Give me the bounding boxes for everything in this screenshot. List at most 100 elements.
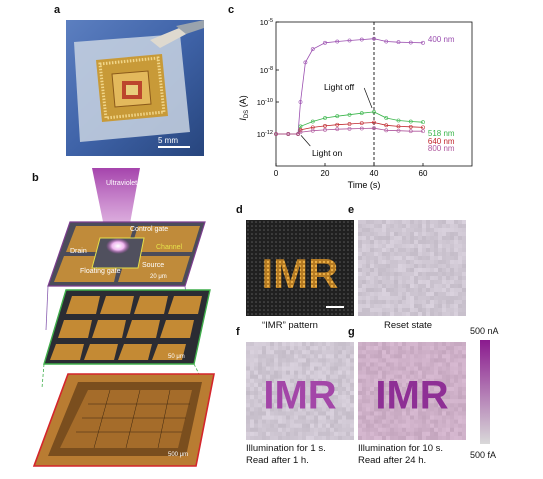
panel-label-a: a [54,4,61,16]
panel-label-b: b [32,172,39,184]
data-point [421,120,425,125]
data-point [298,100,303,104]
series-label: 518 nm [428,129,455,138]
data-point [335,114,340,119]
imr-pattern-text: IMR [262,250,339,297]
label-ultraviolet: Ultraviolet [106,180,138,187]
data-point [347,122,352,126]
y-tick-label: 10-5 [260,18,273,27]
data-point [359,111,364,116]
data-point [298,124,303,129]
data-point [408,40,413,45]
data-point [296,132,300,136]
data-point [372,36,376,41]
imr-pattern-photo: IMR [246,220,354,316]
data-point [347,38,352,43]
data-point [359,126,364,131]
data-point [347,126,352,131]
colorbar-min-label: 500 fA [470,450,497,460]
colorbar [480,340,490,444]
data-point [396,128,401,133]
memory-map-1s: IMR [246,342,354,440]
caption-e: Reset state [384,320,433,331]
y-axis-label: IDS (A) [238,95,250,120]
data-point [408,119,413,124]
data-point [408,124,413,129]
data-point [396,118,401,123]
series-label: 400 nm [428,35,455,44]
data-point [323,116,327,120]
data-point [298,130,303,135]
data-point [347,112,352,117]
x-tick-label: 40 [370,169,379,178]
data-point [384,123,389,128]
scale-bar-label-top: 20 μm [150,274,167,280]
data-point [359,37,364,42]
device-photo-graphic [66,20,204,156]
series-label: 800 nm [428,144,455,153]
data-point [396,40,401,45]
scale-bar-label-mid: 50 μm [168,354,185,360]
caption-f-line2: Read after 1 h. [246,455,309,466]
scale-bar-label-bottom: 500 μm [168,452,189,458]
x-tick-label: 20 [321,169,330,178]
caption-d: “IMR” pattern [262,320,318,331]
map-pattern-text: IMR [375,374,448,418]
map-pattern-text: IMR [263,374,336,418]
data-point [323,124,327,128]
caption-g-line1: Illumination for 10 s. [358,443,444,454]
data-point [384,116,389,120]
data-point [335,39,340,44]
colorbar-max-label: 500 nA [470,326,499,336]
data-point [323,40,327,45]
memory-map-10s: IMR [358,342,466,440]
data-point [372,120,376,125]
data-point [384,39,389,44]
scale-bar-label-a: 5 mm [158,136,178,145]
data-point [310,47,315,52]
y-tick-label: 10-12 [257,130,273,139]
data-point [286,132,291,136]
series-line [276,38,424,135]
series-label: 640 nm [428,137,455,146]
data-point [372,126,376,131]
panel-label-d: d [236,204,243,216]
caption-f-line1: Illumination for 1 s. [246,443,326,454]
device-photo: 5 mm [66,20,204,156]
label-control-gate: Control gate [130,226,169,233]
panel-label-e: e [348,204,355,216]
data-point [335,127,340,132]
data-point [421,129,425,134]
x-tick-label: 0 [274,169,279,178]
x-tick-label: 60 [419,169,428,178]
data-point [372,110,376,114]
label-channel: Channel [156,244,183,251]
label-drain: Drain [70,248,87,255]
annotation-light-off: Light off [324,82,355,92]
data-point [421,125,425,130]
x-axis-label: Time (s) [348,180,381,190]
data-point [323,128,327,132]
data-point [310,119,315,124]
y-tick-label: 10-10 [257,98,273,107]
light-off-arrow [363,87,373,109]
caption-g-line2: Read after 24 h. [358,455,427,466]
y-tick-label: 10-8 [260,66,273,75]
chart-axes: 0 20 40 60 10-5 10-8 10-10 10-12 [257,18,473,178]
label-source: Source [142,262,165,269]
panel-label-c: c [228,4,235,16]
data-point [384,128,389,133]
data-point [274,132,278,136]
data-point [396,124,401,129]
data-point [421,40,425,45]
data-point [359,121,364,126]
panel-label-g: g [348,326,355,338]
ids-time-chart: 0 20 40 60 10-5 10-8 10-10 10-12 400 nm 518 nm64… [238,18,473,190]
annotation-light-on: Light on [312,148,343,158]
data-point [310,128,315,133]
data-point [298,128,303,132]
series-line [276,127,423,135]
reset-state-map [358,220,466,316]
data-point [303,60,308,65]
